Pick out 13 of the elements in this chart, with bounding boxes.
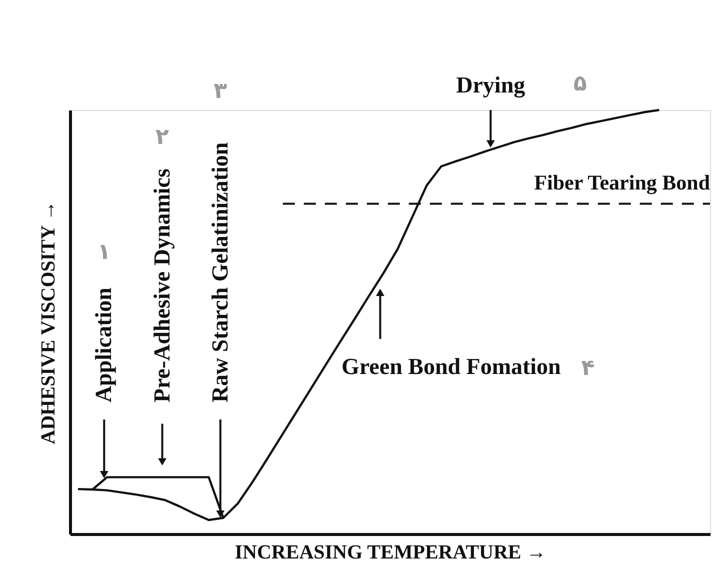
annotation: Green Bond Fomation <box>341 354 562 379</box>
ref-line-label: Fiber Tearing Bond <box>534 170 710 195</box>
annotation: ۴ <box>581 356 595 381</box>
annotation: Raw Starch Gelatinization <box>207 142 232 403</box>
annotation: ۲ <box>156 125 170 150</box>
annotation: Application <box>91 287 116 403</box>
annotation: ۱ <box>97 240 111 266</box>
text: ۵ <box>573 71 587 96</box>
text: ۳ <box>214 79 228 104</box>
annotation: Pre-Adhesive Dynamics <box>149 168 174 403</box>
x-axis-title: INCREASING TEMPERATURE → <box>234 542 546 564</box>
y-axis-title: ADHESIVE VISCOSITY → <box>38 200 60 444</box>
text: Drying <box>456 72 526 98</box>
